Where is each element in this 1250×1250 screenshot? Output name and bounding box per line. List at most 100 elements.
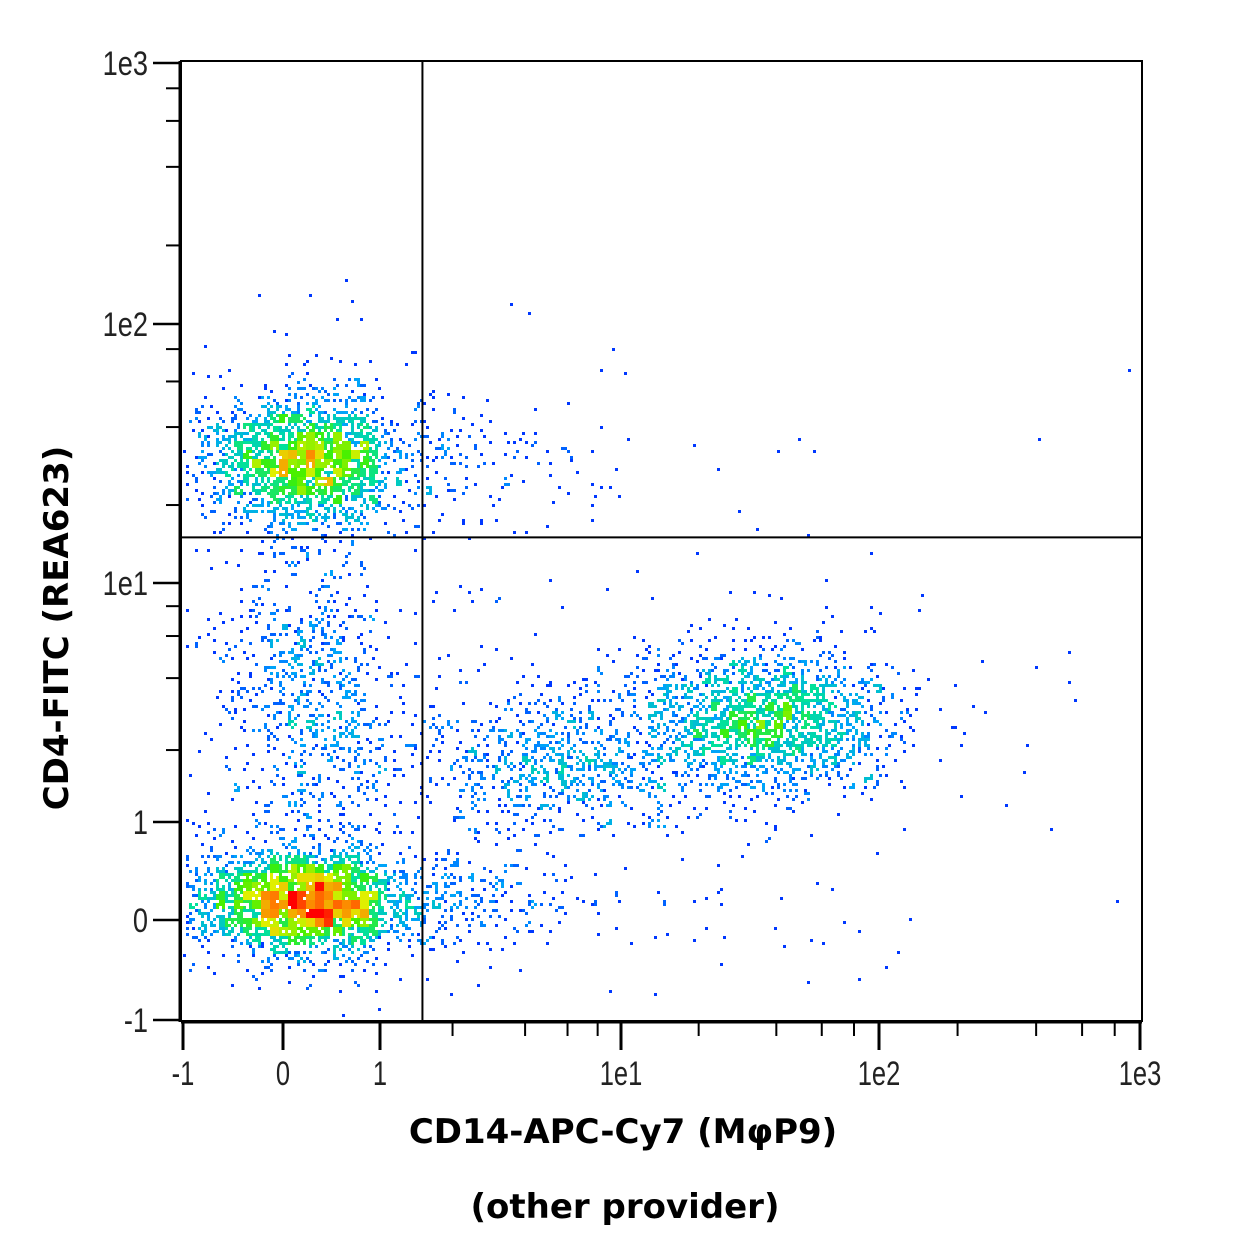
- event-dot: [756, 717, 759, 720]
- event-dot: [330, 492, 333, 495]
- event-dot: [669, 747, 672, 750]
- event-dot: [714, 744, 717, 747]
- event-dot: [234, 396, 237, 399]
- event-dot: [228, 876, 231, 879]
- event-dot: [330, 447, 333, 450]
- event-dot: [432, 867, 435, 870]
- event-dot: [696, 669, 699, 672]
- event-dot: [279, 504, 282, 507]
- event-dot: [504, 477, 507, 480]
- event-dot: [780, 735, 783, 738]
- event-dot: [324, 444, 327, 447]
- event-dot: [375, 867, 378, 870]
- event-dot: [441, 876, 444, 879]
- event-dot: [222, 906, 225, 909]
- event-dot: [378, 441, 381, 444]
- event-dot: [210, 888, 213, 891]
- event-dot: [249, 423, 252, 426]
- event-dot: [456, 858, 459, 861]
- event-dot: [609, 771, 612, 774]
- event-dot: [381, 891, 384, 894]
- event-dot: [363, 501, 366, 504]
- event-dot: [696, 699, 699, 702]
- event-dot: [276, 927, 279, 930]
- event-dot: [801, 648, 804, 651]
- event-dot: [762, 786, 765, 789]
- event-dot: [681, 831, 684, 834]
- event-dot: [795, 744, 798, 747]
- event-dot: [711, 774, 714, 777]
- event-dot: [249, 933, 252, 936]
- event-dot: [708, 618, 711, 621]
- event-dot: [324, 456, 327, 459]
- event-dot: [651, 720, 654, 723]
- event-dot: [345, 402, 348, 405]
- event-dot: [279, 894, 282, 897]
- event-dot: [297, 510, 300, 513]
- event-dot: [312, 426, 315, 429]
- event-dot: [735, 771, 738, 774]
- event-dot: [360, 423, 363, 426]
- event-dot: [825, 678, 828, 681]
- event-dot: [324, 399, 327, 402]
- event-dot: [624, 372, 627, 375]
- event-dot: [204, 912, 207, 915]
- event-dot: [768, 594, 771, 597]
- event-dot: [327, 450, 330, 453]
- event-dot: [804, 777, 807, 780]
- event-dot: [243, 897, 246, 900]
- event-dot: [513, 864, 516, 867]
- event-dot: [372, 933, 375, 936]
- event-dot: [390, 900, 393, 903]
- event-dot: [291, 372, 294, 375]
- event-dot: [228, 924, 231, 927]
- event-dot: [198, 939, 201, 942]
- event-dot: [306, 894, 309, 897]
- event-dot: [657, 687, 660, 690]
- event-dot: [345, 405, 348, 408]
- event-dot: [645, 681, 648, 684]
- event-dot: [273, 909, 276, 912]
- event-dot: [303, 492, 306, 495]
- event-dot: [351, 837, 354, 840]
- event-dot: [258, 888, 261, 891]
- event-dot: [303, 456, 306, 459]
- event-dot: [384, 888, 387, 891]
- event-dot: [201, 912, 204, 915]
- event-dot: [657, 669, 660, 672]
- event-dot: [291, 453, 294, 456]
- event-dot: [654, 993, 657, 996]
- event-dot: [615, 894, 618, 897]
- event-dot: [288, 924, 291, 927]
- event-dot: [288, 957, 291, 960]
- event-dot: [228, 513, 231, 516]
- event-dot: [813, 687, 816, 690]
- event-dot: [381, 471, 384, 474]
- event-dot: [285, 408, 288, 411]
- event-dot: [255, 825, 258, 828]
- event-dot: [654, 714, 657, 717]
- event-dot: [240, 468, 243, 471]
- event-dot: [750, 714, 753, 717]
- event-dot: [321, 936, 324, 939]
- event-dot: [366, 936, 369, 939]
- event-dot: [237, 912, 240, 915]
- event-dot: [351, 939, 354, 942]
- event-dot: [291, 426, 294, 429]
- event-dot: [705, 732, 708, 735]
- event-dot: [705, 681, 708, 684]
- event-dot: [750, 705, 753, 708]
- event-dot: [333, 423, 336, 426]
- event-dot: [489, 915, 492, 918]
- event-dot: [342, 489, 345, 492]
- event-dot: [822, 765, 825, 768]
- event-dot: [366, 432, 369, 435]
- event-dot: [450, 456, 453, 459]
- event-dot: [882, 765, 885, 768]
- event-dot: [270, 924, 273, 927]
- event-dot: [333, 435, 336, 438]
- event-dot: [309, 489, 312, 492]
- event-dot: [393, 450, 396, 453]
- event-dot: [318, 414, 321, 417]
- event-dot: [288, 432, 291, 435]
